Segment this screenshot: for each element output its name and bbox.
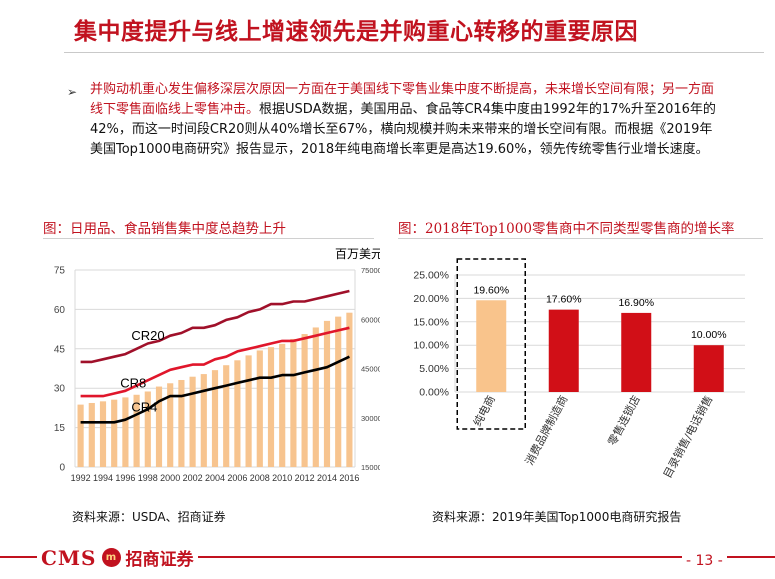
value-label: 17.60% [546, 294, 582, 306]
series-label-cr8: CR8 [120, 375, 146, 390]
highlight-box [456, 258, 526, 430]
x-tick-label: 2004 [205, 473, 225, 483]
concentration-chart: 百万美元 0 15 30 45 60 75 150000 300000 450000 600000… [54, 247, 380, 483]
x-tick-label: 2006 [227, 473, 247, 483]
y-right-tick-label: 300000 [361, 414, 380, 423]
logo-latin-text: CMS [41, 545, 97, 570]
x-tick-label: 1992 [71, 473, 91, 483]
right-axis-unit-label: 百万美元 [335, 247, 380, 261]
sales-bar [144, 391, 151, 467]
growth-bar [621, 312, 652, 392]
right-chart-caption: 图：2018年Top1000零售商中不同类型零售商的增长率 [398, 221, 735, 237]
y-tick-label: 25.00% [413, 270, 449, 282]
logo-company-name: 招商证券 [125, 550, 194, 570]
value-label: 19.60% [473, 284, 509, 296]
y-right-tick-label: 450000 [361, 365, 380, 374]
y-tick-label: 20.00% [413, 293, 449, 305]
growth-bar [693, 345, 724, 392]
growth-bar [476, 300, 507, 392]
sales-bar [256, 350, 263, 467]
y-tick-label: 5.00% [419, 363, 449, 375]
logo-emblem-icon: m [101, 548, 121, 567]
sales-bar [279, 343, 286, 467]
sales-bar [335, 316, 342, 467]
footer-divider [0, 556, 775, 558]
x-tick-label: 1998 [138, 473, 158, 483]
right-chart-source: 资料来源：2019年美国Top1000电商研究报告 [432, 510, 682, 524]
sales-bar [290, 338, 297, 467]
page-title: 集中度提升与线上增速领先是并购重心转移的重要原因 [74, 19, 638, 45]
growth-bar [548, 309, 579, 392]
sales-bar [346, 312, 353, 467]
sales-bar [211, 370, 219, 467]
y-tick-label: 0.00% [419, 387, 449, 399]
left-chart-source: 资料来源：USDA、招商证券 [72, 510, 226, 524]
sales-bar [323, 320, 331, 467]
left-caption-divider [43, 238, 374, 239]
sales-bar [178, 379, 185, 467]
title-divider [64, 52, 764, 53]
category-label: 目录销售/电话销售 [660, 393, 715, 481]
category-label: 零售连锁店 [605, 393, 643, 448]
left-chart-caption: 图：日用品、食品销售集中度总趋势上升 [43, 221, 286, 237]
sales-bar [200, 374, 207, 467]
y-left-tick-label: 75 [54, 266, 66, 277]
x-tick-label: 2010 [272, 473, 292, 483]
page-number: - 13 - [682, 553, 727, 569]
summary-highlight: 并购动机重心发生偏移深层次原因一方面在于美国线下零售业集中度不断提高，未来增长空… [90, 82, 715, 117]
bullet-arrow-icon: ➢ [67, 85, 78, 99]
sales-bar [301, 334, 308, 467]
sales-bar [312, 327, 319, 467]
sales-bar [111, 399, 118, 467]
x-tick-label: 2008 [250, 473, 270, 483]
x-tick-label: 2000 [160, 473, 180, 483]
sales-bar [167, 383, 174, 467]
summary-paragraph: 并购动机重心发生偏移深层次原因一方面在于美国线下零售业集中度不断提高，未来增长空… [90, 80, 722, 160]
series-label-cr4: CR4 [131, 400, 157, 415]
x-tick-label: 2014 [317, 473, 337, 483]
y-left-tick-label: 45 [54, 344, 66, 355]
sales-bar [77, 404, 84, 467]
y-right-tick-label: 150000 [361, 463, 380, 472]
y-left-tick-label: 0 [59, 463, 65, 474]
sales-bar [99, 401, 107, 467]
sales-bar [133, 394, 140, 467]
x-tick-label: 2012 [295, 473, 315, 483]
y-left-tick-label: 30 [54, 384, 66, 395]
sales-bar [267, 347, 275, 467]
value-label: 10.00% [691, 329, 727, 341]
category-label: 消费品牌制造商 [522, 393, 571, 468]
sales-bar [155, 386, 163, 467]
y-left-tick-label: 15 [54, 423, 66, 434]
series-line-cr20 [80, 289, 350, 364]
y-right-tick-label: 600000 [361, 315, 380, 324]
sales-bar [223, 365, 230, 467]
series-line-cr4 [80, 355, 350, 424]
growth-rate-chart: 0.00% 5.00% 10.00% 15.00% 20.00% 25.00% 19.60%… [413, 258, 745, 481]
y-right-tick-label: 750000 [361, 266, 380, 275]
y-tick-label: 15.00% [413, 316, 449, 328]
x-tick-label: 1996 [115, 473, 135, 483]
x-tick-label: 2002 [183, 473, 203, 483]
series-label-cr20: CR20 [131, 328, 164, 343]
series-line-cr8 [80, 326, 350, 398]
sales-bar [234, 360, 241, 467]
sales-bar [245, 355, 252, 467]
y-left-tick-label: 60 [54, 305, 66, 316]
company-logo: CMS m 招商证券 [37, 545, 198, 570]
x-tick-label: 1994 [93, 473, 113, 483]
category-label: 纯电商 [470, 393, 498, 429]
value-label: 16.90% [618, 297, 654, 309]
x-tick-label: 2016 [339, 473, 359, 483]
right-caption-divider [398, 238, 763, 239]
summary-detail: 根据USDA数据，美国用品、食品等CR4集中度由1992年的17%升至2016年… [90, 102, 716, 157]
sales-bar [122, 397, 129, 467]
sales-bar [189, 376, 196, 467]
y-tick-label: 10.00% [413, 340, 449, 352]
sales-bar [88, 402, 95, 467]
